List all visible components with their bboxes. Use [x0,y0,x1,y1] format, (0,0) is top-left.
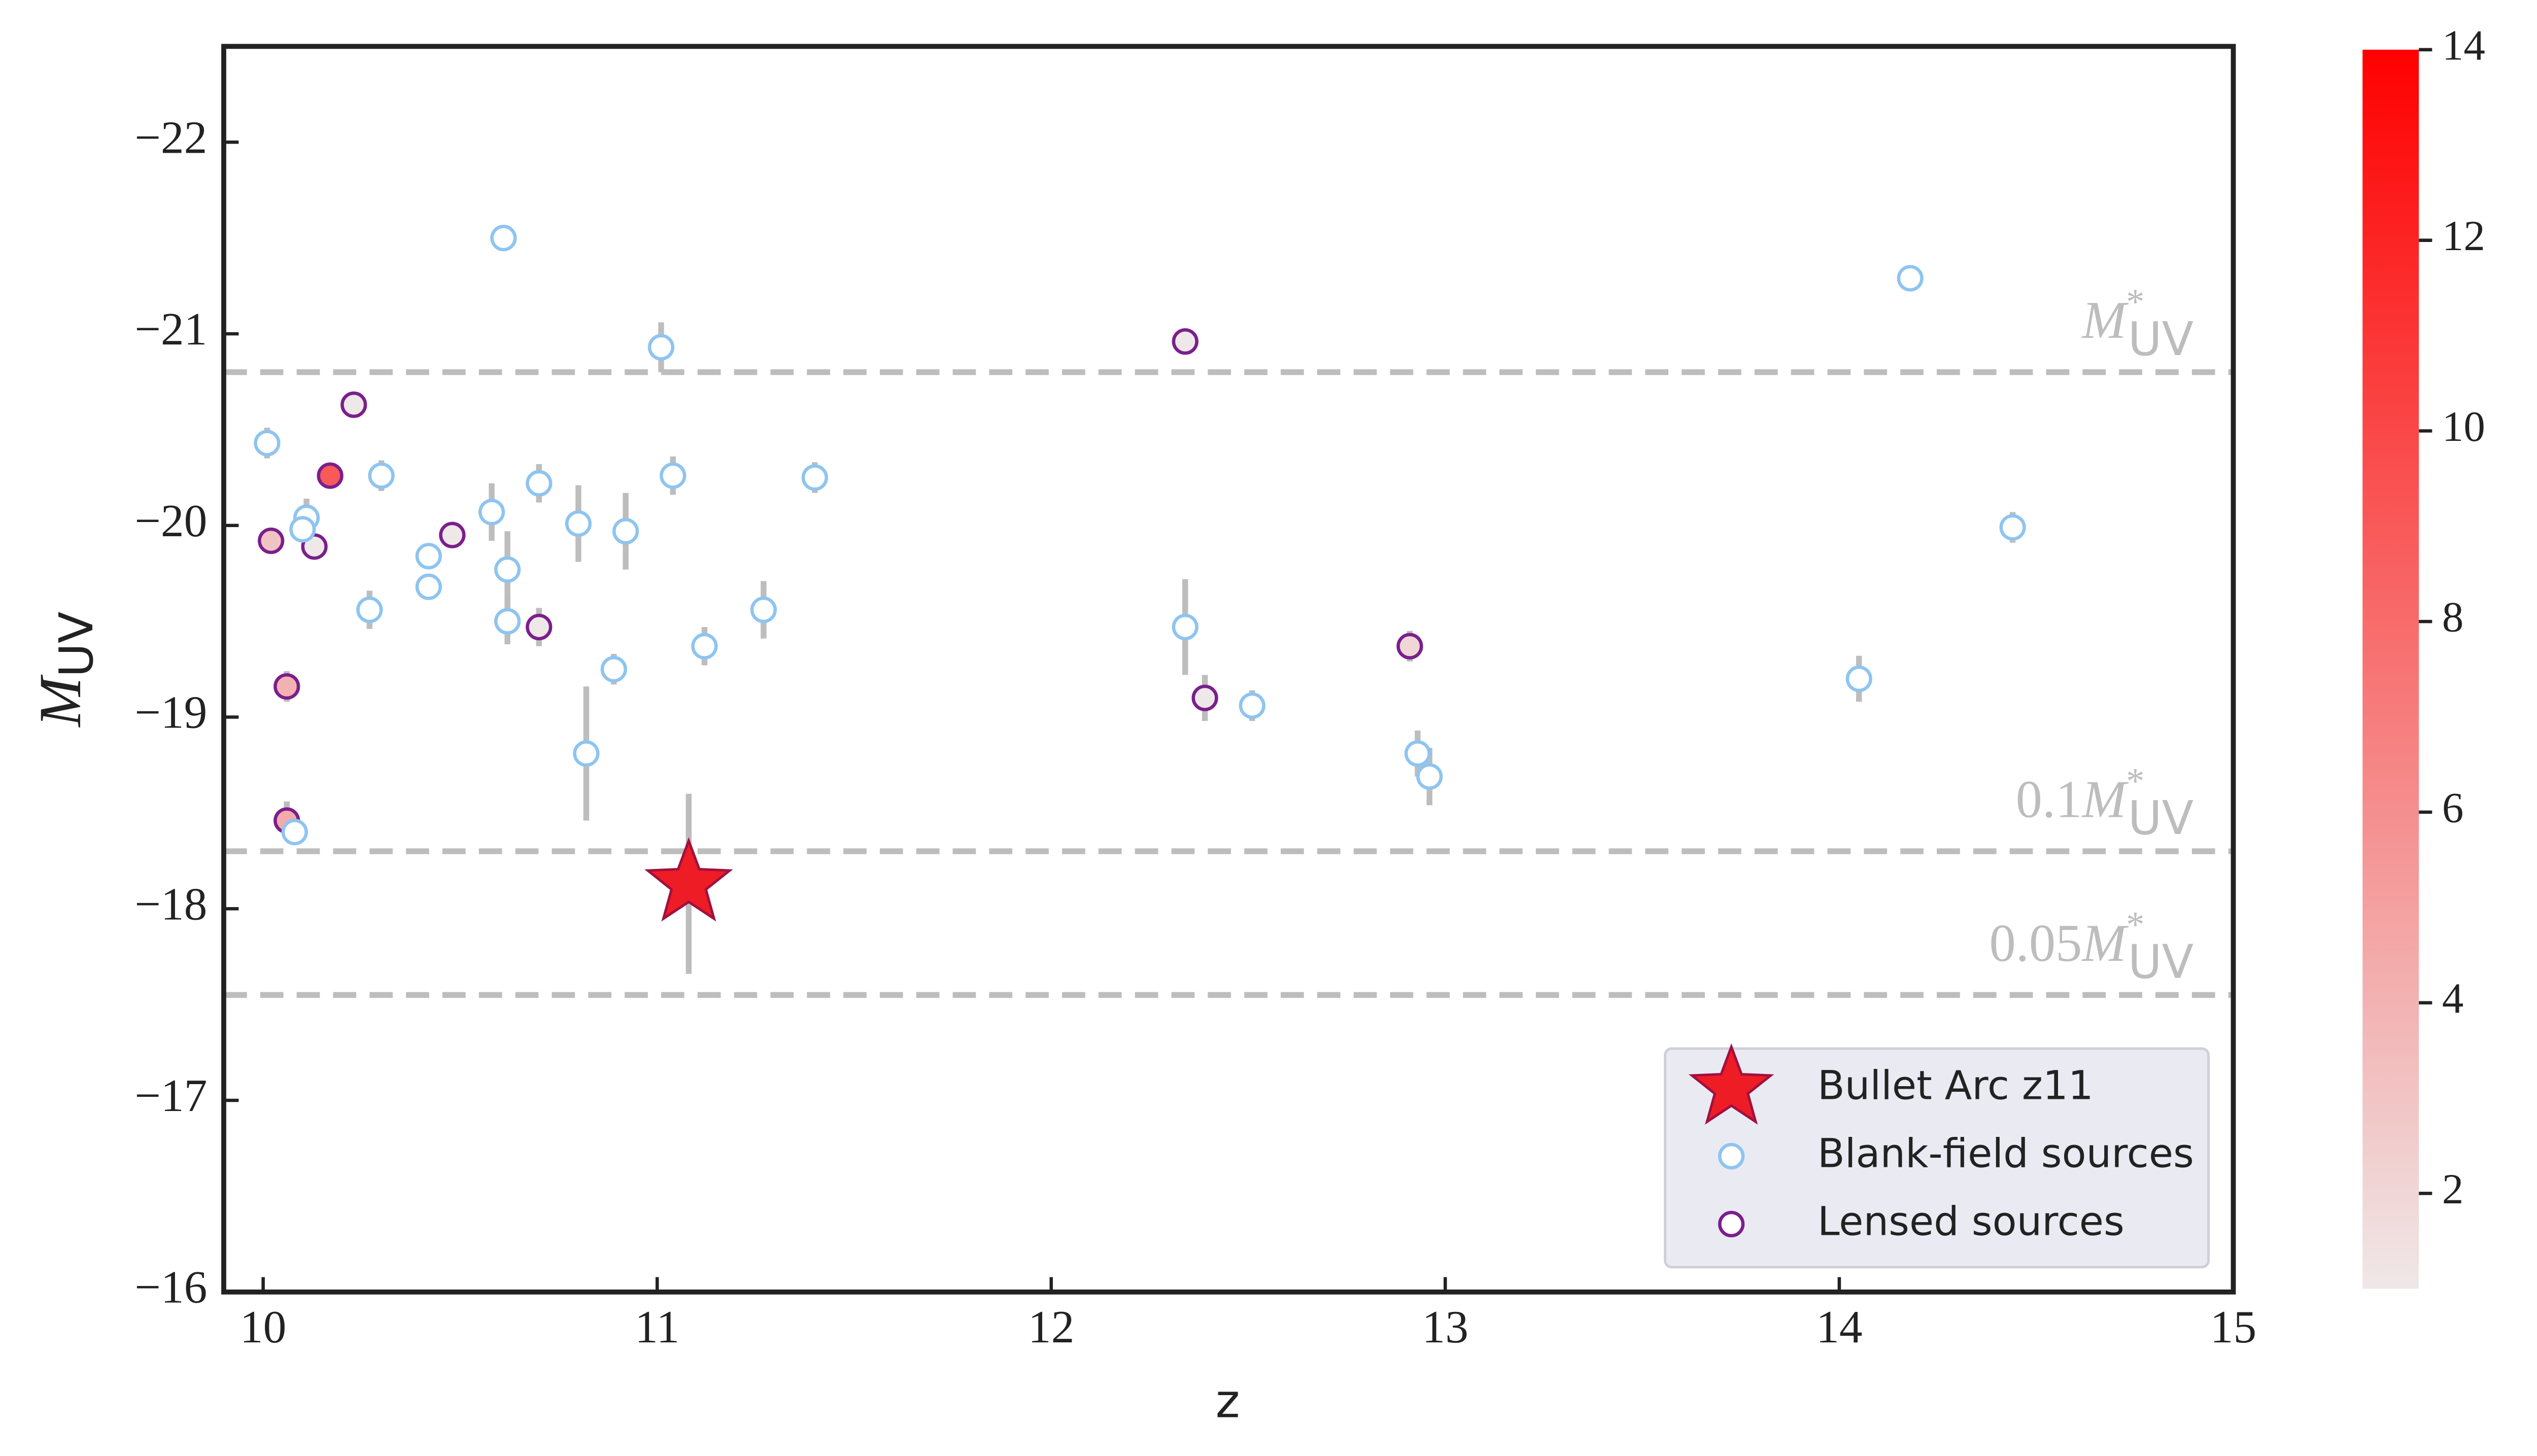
colorbar-label: μ [2521,657,2537,681]
data-point [368,462,395,489]
data-point [478,499,505,526]
data-point [258,527,285,554]
data-point [317,462,344,489]
data-point [1999,514,2026,541]
x-tick-label: 14 [1816,1301,1862,1353]
data-point [1172,613,1198,641]
x-tick-label: 10 [240,1301,286,1353]
legend-box [1664,1047,2210,1269]
data-point [439,522,466,548]
reference-symbol: M [2081,770,2129,829]
data-point [1404,740,1431,767]
data-point [1172,328,1198,355]
colorbar-tick-label: 8 [2442,594,2463,641]
data-point [691,633,718,660]
data-point [494,608,521,635]
data-point [490,225,517,252]
y-tick-label: −17 [134,1070,207,1121]
y-tick-label: −19 [134,687,207,738]
data-point [1239,692,1265,719]
legend-marker [1718,1142,1745,1170]
data-point [1416,763,1443,790]
reference-symbol: M [2081,291,2129,350]
reference-label: 0.1M* UV [2016,761,2193,845]
data-point [356,596,383,623]
reference-label: 0.05M* UV [1990,905,2194,989]
legend-marker [1688,1043,1774,1125]
y-tick-label: −22 [134,112,207,163]
data-point [254,430,281,457]
data-point [750,596,777,623]
x-axis-label: z [1216,1374,1240,1429]
data-point [573,740,600,767]
x-tick-label: 12 [1028,1301,1074,1353]
plot-frame [221,44,2236,1295]
x-tick-label: 13 [1422,1301,1468,1353]
reference-sub: UV [2128,791,2193,845]
y-tick-label: −20 [134,495,207,546]
colorbar-tick-label: 12 [2442,212,2485,260]
data-point [801,464,828,491]
colorbar-tick-label: 2 [2442,1165,2463,1213]
colorbar [2362,49,2419,1289]
data-point [340,391,367,418]
reference-sup: * [2126,761,2144,802]
reference-sup: * [2126,282,2144,322]
data-point [1845,665,1872,692]
reference-sub: UV [2128,312,2193,366]
data-point [494,556,521,583]
data-point [273,673,300,700]
star-point [644,837,733,922]
y-tick-label: −21 [134,303,207,355]
data-point [1396,633,1423,660]
data-point [660,462,687,489]
colorbar-tick-label: 4 [2442,975,2463,1022]
y-axis-symbol: M [27,674,93,728]
colorbar-tick-label: 6 [2442,784,2463,831]
y-tick-label: −18 [134,878,207,929]
data-point [1897,265,1924,292]
legend-marker [1718,1210,1745,1238]
y-axis-subscript: UV [49,611,104,677]
data-point [647,334,675,361]
reference-sup: * [2126,905,2144,945]
data-point [1191,684,1218,711]
reference-coefficient: 0.1 [2016,770,2082,829]
reference-sub: UV [2128,934,2193,989]
data-point [526,613,553,641]
data-point [612,517,639,545]
y-tick-label: −16 [134,1262,207,1313]
data-point [415,573,442,600]
data-point [565,510,592,537]
data-point [600,655,627,683]
data-point [526,470,553,497]
legend-label: Bullet Arc z11 [1818,1063,2094,1109]
reference-symbol: M [2081,914,2129,973]
data-point [281,819,308,846]
x-tick-label: 11 [635,1301,679,1353]
data-point [289,516,316,543]
reference-label: M* UV [2081,282,2193,366]
colorbar-tick-label: 10 [2442,403,2485,450]
legend-label: Blank-field sources [1818,1130,2194,1176]
colorbar-tick-label: 14 [2442,21,2485,69]
legend-label: Lensed sources [1818,1198,2124,1244]
data-point [415,543,442,570]
y-axis-label: MUV [27,611,104,727]
reference-coefficient: 0.05 [1990,914,2082,973]
x-tick-label: 15 [2210,1301,2256,1353]
